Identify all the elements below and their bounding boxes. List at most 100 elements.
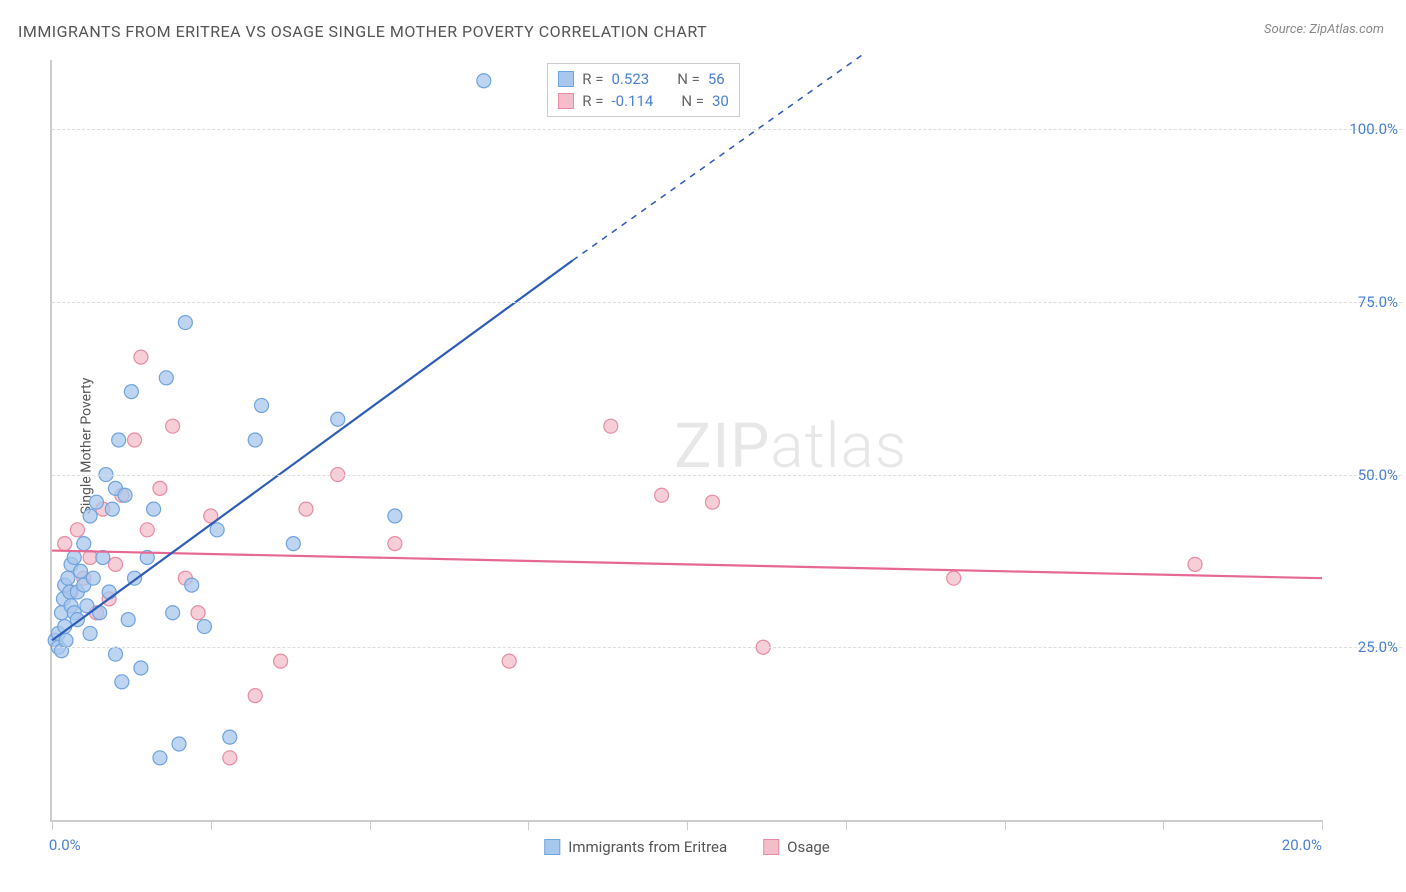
legend-n-label: N = bbox=[681, 92, 704, 110]
data-point bbox=[121, 613, 135, 627]
legend-swatch bbox=[558, 93, 574, 109]
legend-r-value: -0.114 bbox=[612, 92, 654, 110]
legend-series: Immigrants from Eritrea Osage bbox=[544, 838, 829, 856]
data-point bbox=[83, 509, 97, 523]
data-point bbox=[118, 488, 132, 502]
x-tick bbox=[528, 820, 529, 830]
data-point bbox=[947, 571, 961, 585]
legend-r-value: 0.523 bbox=[612, 70, 650, 88]
gridline bbox=[52, 475, 1402, 476]
legend-swatch bbox=[544, 839, 560, 855]
data-point bbox=[191, 606, 205, 620]
data-point bbox=[102, 585, 116, 599]
data-point bbox=[83, 626, 97, 640]
data-point bbox=[1188, 557, 1202, 571]
data-point bbox=[112, 433, 126, 447]
gridline bbox=[52, 302, 1402, 303]
legend-series-item: Immigrants from Eritrea bbox=[544, 838, 727, 856]
data-point bbox=[159, 371, 173, 385]
x-tick bbox=[211, 820, 212, 830]
data-point bbox=[86, 571, 100, 585]
gridline bbox=[52, 647, 1402, 648]
data-point bbox=[147, 502, 161, 516]
trend-line bbox=[52, 260, 573, 640]
data-point bbox=[61, 571, 75, 585]
x-tick bbox=[687, 820, 688, 830]
data-point bbox=[477, 74, 491, 88]
plot-svg bbox=[52, 60, 1322, 820]
x-tick bbox=[52, 820, 53, 830]
data-point bbox=[388, 537, 402, 551]
y-tick-label: 50.0% bbox=[1358, 466, 1398, 484]
data-point bbox=[105, 502, 119, 516]
x-tick bbox=[1005, 820, 1006, 830]
data-point bbox=[67, 550, 81, 564]
data-point bbox=[604, 419, 618, 433]
chart-container: IMMIGRANTS FROM ERITREA VS OSAGE SINGLE … bbox=[0, 0, 1406, 892]
data-point bbox=[70, 523, 84, 537]
data-point bbox=[153, 481, 167, 495]
data-point bbox=[128, 433, 142, 447]
data-point bbox=[166, 606, 180, 620]
data-point bbox=[299, 502, 313, 516]
x-tick bbox=[1163, 820, 1164, 830]
data-point bbox=[210, 523, 224, 537]
legend-n-value: 56 bbox=[708, 70, 725, 88]
data-point bbox=[223, 730, 237, 744]
data-point bbox=[109, 647, 123, 661]
legend-r-label: R = bbox=[582, 92, 603, 110]
y-tick-label: 25.0% bbox=[1358, 638, 1398, 656]
data-point bbox=[58, 537, 72, 551]
data-point bbox=[140, 523, 154, 537]
data-point bbox=[74, 564, 88, 578]
data-point bbox=[115, 675, 129, 689]
legend-stat-row: R = 0.523 N = 56 bbox=[558, 68, 729, 90]
trend-line bbox=[52, 551, 1322, 579]
data-point bbox=[134, 661, 148, 675]
legend-swatch bbox=[558, 71, 574, 87]
source-attribution: Source: ZipAtlas.com bbox=[1264, 22, 1384, 37]
y-tick-label: 100.0% bbox=[1349, 120, 1398, 138]
x-tick bbox=[1322, 820, 1323, 830]
data-point bbox=[388, 509, 402, 523]
data-point bbox=[134, 350, 148, 364]
legend-r-label: R = bbox=[582, 70, 603, 88]
data-point bbox=[502, 654, 516, 668]
data-point bbox=[172, 737, 186, 751]
legend-swatch bbox=[763, 839, 779, 855]
data-point bbox=[178, 316, 192, 330]
data-point bbox=[77, 537, 91, 551]
x-tick bbox=[846, 820, 847, 830]
data-point bbox=[109, 557, 123, 571]
data-point bbox=[248, 433, 262, 447]
legend-stat-row: R = -0.114 N = 30 bbox=[558, 90, 729, 112]
data-point bbox=[705, 495, 719, 509]
data-point bbox=[286, 537, 300, 551]
data-point bbox=[166, 419, 180, 433]
data-point bbox=[223, 751, 237, 765]
legend-n-label: N = bbox=[677, 70, 700, 88]
legend-series-label: Immigrants from Eritrea bbox=[568, 838, 727, 856]
data-point bbox=[655, 488, 669, 502]
legend-n-value: 30 bbox=[712, 92, 729, 110]
x-tick bbox=[370, 820, 371, 830]
chart-title: IMMIGRANTS FROM ERITREA VS OSAGE SINGLE … bbox=[18, 22, 707, 41]
y-tick-label: 75.0% bbox=[1358, 293, 1398, 311]
data-point bbox=[153, 751, 167, 765]
x-tick-label: 20.0% bbox=[1282, 836, 1322, 854]
gridline bbox=[52, 129, 1402, 130]
data-point bbox=[274, 654, 288, 668]
data-point bbox=[124, 385, 138, 399]
plot-area: ZIPatlas R = 0.523N = 56R = -0.114N = 30… bbox=[50, 60, 1322, 822]
data-point bbox=[197, 620, 211, 634]
legend-series-label: Osage bbox=[787, 838, 830, 856]
data-point bbox=[331, 412, 345, 426]
x-tick-label: 0.0% bbox=[49, 836, 81, 854]
data-point bbox=[59, 633, 73, 647]
data-point bbox=[185, 578, 199, 592]
data-point bbox=[89, 495, 103, 509]
data-point bbox=[255, 398, 269, 412]
legend-stats-box: R = 0.523 N = 56 R = -0.114 N = 30 bbox=[547, 63, 740, 117]
legend-series-item: Osage bbox=[763, 838, 830, 856]
data-point bbox=[248, 689, 262, 703]
